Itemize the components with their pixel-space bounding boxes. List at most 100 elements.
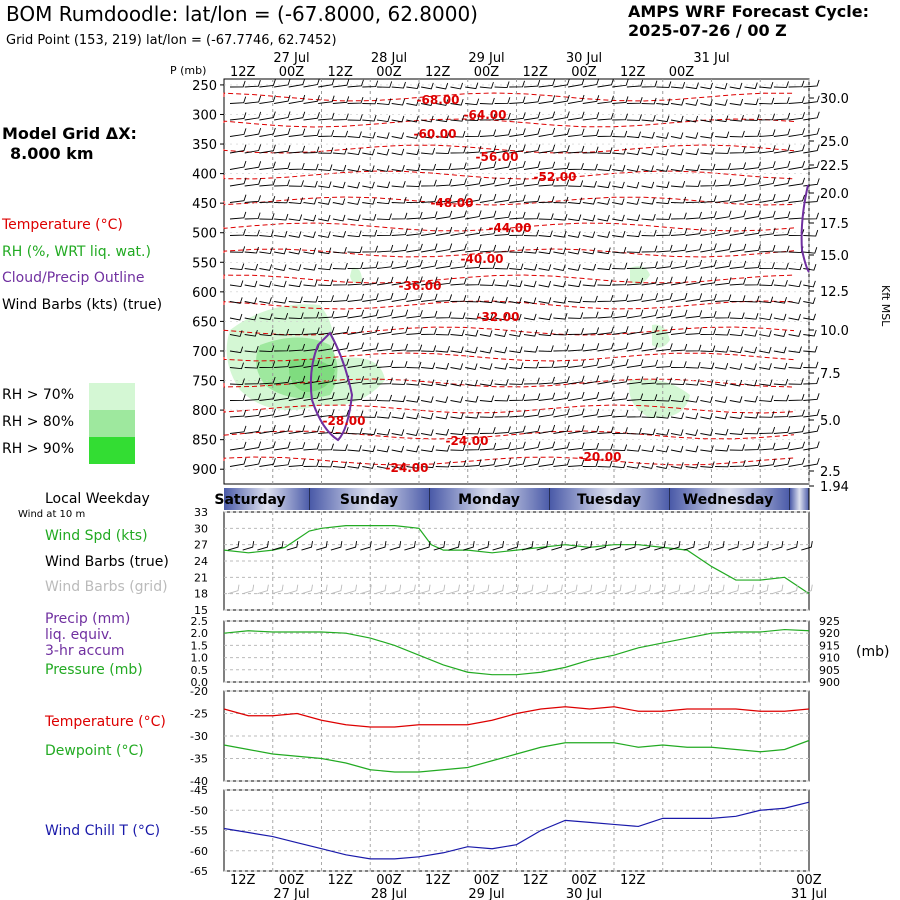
wind-barb xyxy=(391,212,408,220)
wind-barb xyxy=(244,178,262,187)
wind-barb xyxy=(509,263,524,271)
wind-barb xyxy=(700,131,714,139)
wind-barb xyxy=(288,94,306,104)
wind-barb xyxy=(376,132,390,139)
wind-barb xyxy=(641,411,657,419)
pressure-tick-label: 300 xyxy=(192,108,217,123)
wind-barb xyxy=(729,379,743,387)
wind-speed-tick-label: 33 xyxy=(194,506,208,519)
wind-barb xyxy=(229,409,247,418)
wind-barb xyxy=(406,327,423,335)
wind-barb xyxy=(274,424,291,434)
wind-barb xyxy=(553,376,570,385)
wind-barb xyxy=(582,327,600,335)
top-time-tick: 12Z xyxy=(523,65,549,80)
wind-barb xyxy=(450,295,467,302)
wind-barb xyxy=(347,262,364,269)
wind-barb xyxy=(656,132,669,139)
wind-barb xyxy=(538,144,556,154)
wind-barb xyxy=(803,297,816,304)
top-time-tick: 00Z xyxy=(279,65,305,80)
wind-barb xyxy=(612,392,629,401)
wind-barb xyxy=(229,211,247,220)
wind-barb xyxy=(773,228,791,236)
wind-barb xyxy=(303,359,320,368)
surface-wind-barb xyxy=(551,541,563,551)
wind-barb xyxy=(773,128,791,137)
wind-barb xyxy=(553,128,570,137)
surface-wind-barb xyxy=(610,541,622,551)
temperature-contour xyxy=(223,456,795,466)
wind-barb xyxy=(435,311,452,319)
temperature-contour-label: -68.00 xyxy=(417,93,460,107)
wind-barb xyxy=(685,361,701,369)
wind-barb xyxy=(362,131,376,139)
wind-barb xyxy=(229,80,246,88)
wind-barb xyxy=(435,396,449,403)
height-tick-label: 15.0 xyxy=(820,249,849,264)
wind-barb xyxy=(568,163,584,170)
wind-barb xyxy=(685,243,703,253)
height-tick-label: 5.0 xyxy=(820,414,841,429)
wind-barb xyxy=(626,114,642,121)
wind-barb xyxy=(362,80,379,88)
wind-barb xyxy=(700,293,717,302)
wind-barb xyxy=(303,95,320,104)
windchill-line xyxy=(223,801,810,860)
wind-barb xyxy=(759,129,776,137)
temperature-contour-label: -48.00 xyxy=(431,196,474,210)
temperature-tick-label: -30 xyxy=(190,730,208,743)
wind-barb xyxy=(509,409,526,418)
wind-barb xyxy=(685,445,699,453)
wind-barb xyxy=(435,345,450,353)
wind-barb xyxy=(773,458,791,467)
wind-barb xyxy=(318,342,335,352)
wind-barb xyxy=(641,359,658,368)
wind-barb xyxy=(568,78,585,88)
wind-barb xyxy=(656,462,669,469)
wind-barb xyxy=(788,144,805,154)
wind-barb xyxy=(597,295,614,302)
wind-barb xyxy=(421,310,438,319)
wind-barb xyxy=(582,163,598,171)
wind-barb xyxy=(700,195,717,203)
top-date-label: 27 Jul xyxy=(273,51,309,66)
wind-barb xyxy=(685,99,699,106)
wind-barb xyxy=(494,97,511,104)
wind-barb xyxy=(435,178,452,187)
wind-barb xyxy=(274,196,290,204)
wind-barb xyxy=(788,80,805,88)
wind-barb xyxy=(465,98,480,106)
wind-barb xyxy=(259,424,276,434)
wind-barb xyxy=(553,458,570,467)
pressure-tick-label: 900 xyxy=(192,463,217,478)
weekday-label: Monday xyxy=(458,492,520,508)
pressure-tick-label: 350 xyxy=(192,138,217,153)
wind-barb xyxy=(523,329,538,337)
wind-barb xyxy=(803,229,819,237)
wind-barb xyxy=(670,276,688,286)
wind-speed-tick-label: 15 xyxy=(194,604,208,617)
wind-barb xyxy=(538,95,556,104)
wind-barb xyxy=(376,165,390,172)
wind-barb xyxy=(568,111,585,121)
wind-barb xyxy=(244,329,258,337)
wind-barb xyxy=(568,375,585,385)
wind-barb xyxy=(274,78,291,88)
wind-barb xyxy=(656,98,671,106)
wind-barb xyxy=(744,395,758,403)
wind-barb xyxy=(685,132,699,139)
wind-barb xyxy=(303,78,320,88)
wind-barb xyxy=(773,394,790,402)
height-tick-label: 25.0 xyxy=(820,135,849,150)
wind-barb xyxy=(509,297,522,304)
wind-barb xyxy=(612,181,625,189)
wind-barb xyxy=(244,377,261,385)
wind-barb xyxy=(347,214,361,222)
wind-barb xyxy=(479,97,495,105)
surface-wind-barb xyxy=(757,541,769,551)
wind-barb xyxy=(391,445,405,453)
wind-speed-tick-label: 24 xyxy=(194,555,208,568)
wind-barb xyxy=(626,131,641,139)
wind-barb xyxy=(788,441,806,451)
